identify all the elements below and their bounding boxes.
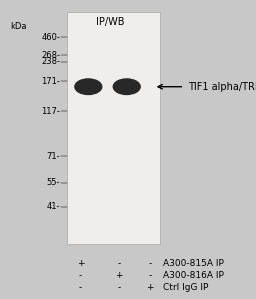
Text: 171-: 171- [41,77,60,86]
Bar [67,12,160,244]
Text: -: - [118,259,121,268]
Text: 238-: 238- [41,57,60,66]
Ellipse shape [75,79,102,94]
Text: +: + [77,259,84,268]
Text: -: - [79,271,82,280]
Text: IP/WB: IP/WB [96,17,124,28]
Text: kDa: kDa [10,22,27,31]
Text: 460-: 460- [41,33,60,42]
Text: Ctrl IgG IP: Ctrl IgG IP [163,283,208,292]
Text: 41-: 41- [47,202,60,211]
Text: 71-: 71- [47,152,60,161]
Text: 268-: 268- [41,51,60,60]
Text: TIF1 alpha/TRIM24: TIF1 alpha/TRIM24 [188,82,256,92]
Text: -: - [148,271,151,280]
Text: 117-: 117- [41,107,60,116]
Text: +: + [146,283,154,292]
Text: -: - [148,259,151,268]
Text: A300-815A IP: A300-815A IP [163,259,223,268]
Text: 55-: 55- [47,179,60,187]
Text: A300-816A IP: A300-816A IP [163,271,223,280]
Text: -: - [118,283,121,292]
Ellipse shape [113,79,140,94]
Text: -: - [79,283,82,292]
Text: +: + [115,271,123,280]
